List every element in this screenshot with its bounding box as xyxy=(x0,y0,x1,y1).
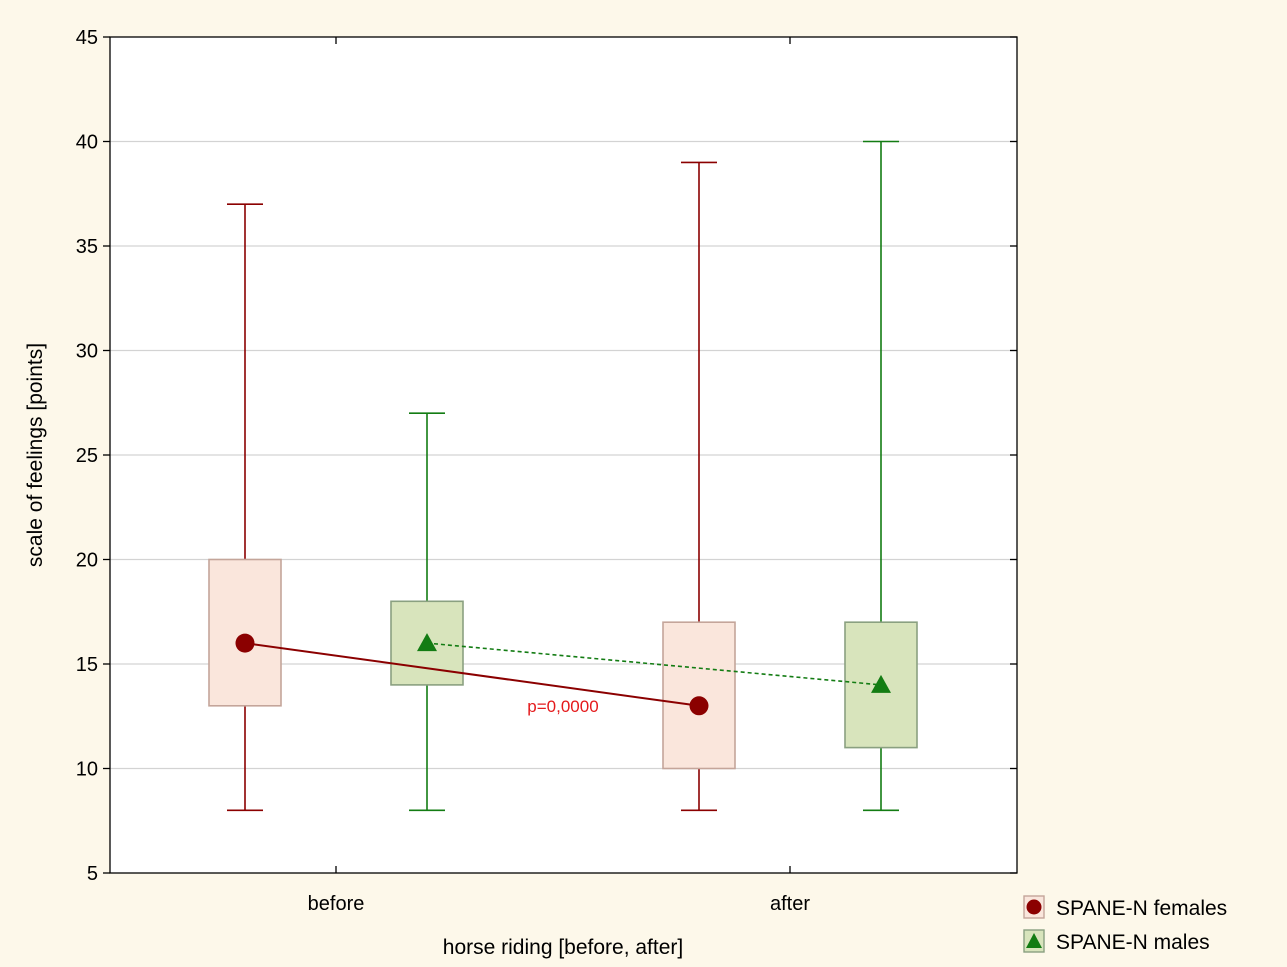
x-tick-label-before: before xyxy=(308,893,365,915)
median-marker-females-before xyxy=(235,633,255,653)
legend-label-males: SPANE-N males xyxy=(1056,931,1210,954)
median-trend-line-females xyxy=(244,642,700,707)
y-tick-label-35: 35 xyxy=(76,236,98,258)
y-axis-title: scale of feelings [points] xyxy=(24,343,47,567)
y-tick-label-20: 20 xyxy=(76,550,98,572)
box-females-after xyxy=(662,621,736,770)
y-tick-label-15: 15 xyxy=(76,654,98,676)
x-tick-label-after: after xyxy=(770,893,810,915)
legend-marker-females xyxy=(1026,899,1042,915)
legend-marker-males xyxy=(1026,933,1042,948)
median-trend-line-males xyxy=(426,642,882,686)
x-axis-title: horse riding [before, after] xyxy=(443,936,683,959)
y-tick-label-45: 45 xyxy=(76,27,98,49)
legend-label-females: SPANE-N females xyxy=(1056,897,1227,920)
median-marker-males-before xyxy=(417,633,437,652)
y-tick-label-5: 5 xyxy=(87,863,98,885)
median-marker-males-after xyxy=(871,674,891,693)
box-males-after xyxy=(844,621,918,749)
p-value-annotation: p=0,0000 xyxy=(527,697,598,716)
y-tick-label-10: 10 xyxy=(76,759,98,781)
y-tick-label-30: 30 xyxy=(76,341,98,363)
y-tick-label-25: 25 xyxy=(76,445,98,467)
y-tick-label-40: 40 xyxy=(76,132,98,154)
median-marker-females-after xyxy=(689,696,709,716)
box-females-before xyxy=(208,558,282,707)
